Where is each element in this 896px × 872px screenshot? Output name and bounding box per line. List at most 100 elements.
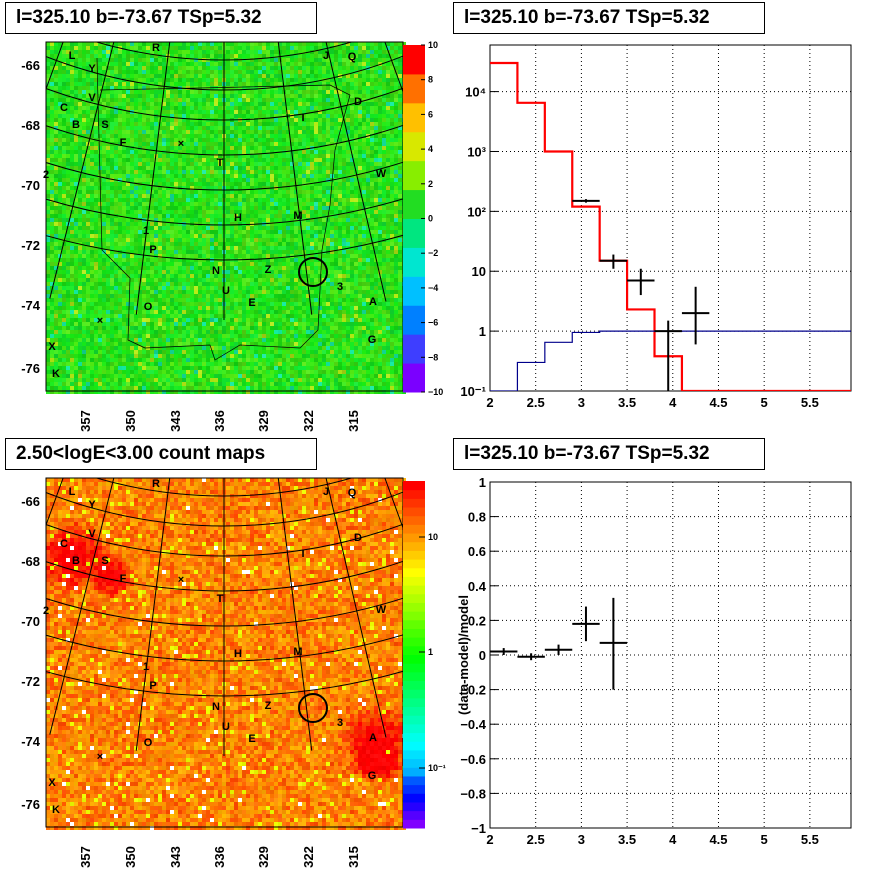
residual-map-pixel xyxy=(246,198,250,202)
residual-map-pixel xyxy=(210,66,214,70)
residual-map-pixel xyxy=(346,226,350,230)
residual-map-pixel xyxy=(78,50,82,54)
residual-map-pixel xyxy=(150,70,154,74)
residual-map-pixel xyxy=(362,170,366,174)
residual-map-pixel xyxy=(110,114,114,118)
residual-map-pixel xyxy=(106,250,110,254)
residual-map-pixel xyxy=(50,178,54,182)
residual-map-pixel xyxy=(278,142,282,146)
residual-map-pixel xyxy=(270,226,274,230)
residual-map-pixel xyxy=(166,186,170,190)
residual-map-pixel xyxy=(346,50,350,54)
residual-map-pixel xyxy=(94,226,98,230)
residual-map-pixel xyxy=(154,218,158,222)
residual-map-pixel xyxy=(278,46,282,50)
residual-map-pixel xyxy=(370,78,374,82)
residual-map-pixel xyxy=(134,150,138,154)
residual-map-pixel xyxy=(186,106,190,110)
residual-map-pixel xyxy=(382,114,386,118)
residual-map-pixel xyxy=(270,62,274,66)
residual-map-pixel xyxy=(318,78,322,82)
residual-map-pixel xyxy=(186,162,190,166)
residual-map-pixel xyxy=(262,182,266,186)
residual-map-pixel xyxy=(370,206,374,210)
residual-map-pixel xyxy=(242,250,246,254)
residual-map-pixel xyxy=(326,110,330,114)
residual-map-pixel xyxy=(386,46,390,50)
residual-map-pixel xyxy=(134,58,138,62)
residual-map-pixel xyxy=(86,130,90,134)
residual-map-pixel xyxy=(218,198,222,202)
residual-map-pixel xyxy=(142,78,146,82)
residual-map-pixel xyxy=(278,186,282,190)
residual-map-pixel xyxy=(318,202,322,206)
residual-map-pixel xyxy=(154,254,158,258)
residual-map-pixel xyxy=(178,154,182,158)
residual-map-pixel xyxy=(50,202,54,206)
residual-map-pixel xyxy=(398,94,402,98)
residual-map-pixel xyxy=(398,106,402,110)
residual-map-pixel xyxy=(362,218,366,222)
residual-map-pixel xyxy=(230,142,234,146)
residual-map-pixel xyxy=(178,190,182,194)
residual-map-pixel xyxy=(346,46,350,50)
residual-map-pixel xyxy=(46,158,50,162)
residual-map-pixel xyxy=(186,210,190,214)
residual-map-pixel xyxy=(250,42,254,46)
residual-map-pixel xyxy=(370,54,374,58)
residual-map-pixel xyxy=(78,194,82,198)
residual-map-pixel xyxy=(206,150,210,154)
residual-map-pixel xyxy=(202,122,206,126)
residual-map-pixel xyxy=(102,246,106,250)
residual-map-pixel xyxy=(334,134,338,138)
residual-map-pixel xyxy=(154,170,158,174)
residual-map-pixel xyxy=(142,238,146,242)
residual-map-pixel xyxy=(398,226,402,230)
residual-map-pixel xyxy=(78,254,82,258)
residual-map-pixel xyxy=(306,170,310,174)
residual-map-pixel xyxy=(342,102,346,106)
residual-map-pixel xyxy=(158,126,162,130)
residual-map-pixel xyxy=(138,98,142,102)
residual-map-pixel xyxy=(94,54,98,58)
residual-map-pixel xyxy=(338,206,342,210)
residual-map-pixel xyxy=(358,242,362,246)
residual-map-pixel xyxy=(70,170,74,174)
residual-map-pixel xyxy=(90,222,94,226)
residual-map-pixel xyxy=(362,226,366,230)
residual-map-pixel xyxy=(190,110,194,114)
residual-map-pixel xyxy=(170,118,174,122)
residual-map-pixel xyxy=(274,42,278,46)
residual-map-pixel xyxy=(134,78,138,82)
residual-map-pixel xyxy=(390,214,394,218)
residual-map-pixel xyxy=(250,146,254,150)
residual-map-pixel xyxy=(262,134,266,138)
residual-map-pixel xyxy=(70,174,74,178)
residual-map-pixel xyxy=(258,126,262,130)
residual-map-pixel xyxy=(102,210,106,214)
residual-map-pixel xyxy=(350,186,354,190)
residual-map-pixel xyxy=(346,198,350,202)
residual-map-pixel xyxy=(98,78,102,82)
residual-map-pixel xyxy=(110,150,114,154)
residual-map-pixel xyxy=(230,134,234,138)
residual-map-pixel xyxy=(358,226,362,230)
residual-map-pixel xyxy=(126,102,130,106)
residual-map-pixel xyxy=(66,150,70,154)
residual-map-pixel xyxy=(50,138,54,142)
residual-map-pixel xyxy=(306,42,310,46)
residual-map-pixel xyxy=(334,178,338,182)
residual-map-pixel xyxy=(194,54,198,58)
residual-map-pixel xyxy=(118,158,122,162)
residual-map-pixel xyxy=(282,114,286,118)
residual-map-pixel xyxy=(362,158,366,162)
residual-map-pixel xyxy=(82,222,86,226)
residual-map-pixel xyxy=(338,70,342,74)
residual-map-pixel xyxy=(306,246,310,250)
residual-map-pixel xyxy=(294,214,298,218)
residual-map-pixel xyxy=(346,98,350,102)
residual-map-pixel xyxy=(206,222,210,226)
residual-map-pixel xyxy=(306,62,310,66)
residual-map-pixel xyxy=(362,130,366,134)
residual-map-pixel xyxy=(242,94,246,98)
